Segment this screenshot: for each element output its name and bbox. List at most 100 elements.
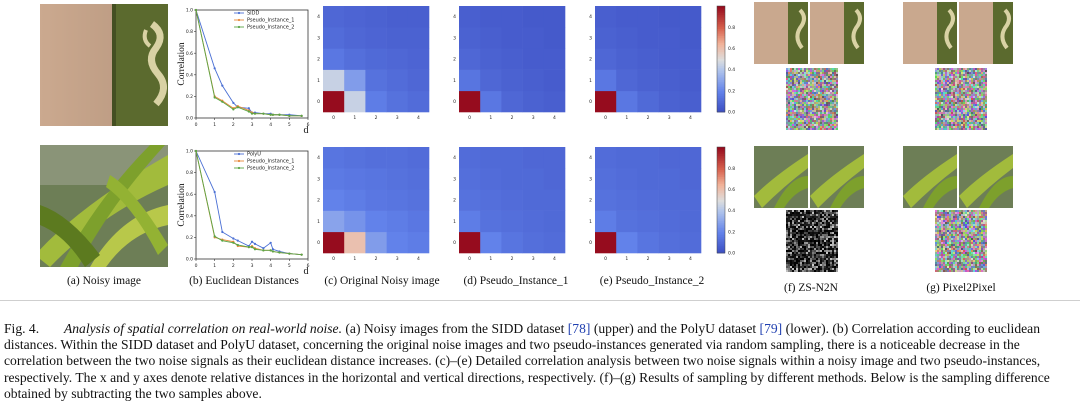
colorbar-segment — [717, 23, 725, 26]
heatmap-cell — [595, 231, 617, 254]
y-tick-label: 0.4 — [186, 213, 193, 219]
colorbar-segment — [717, 16, 725, 19]
y-tick-label: 0.2 — [186, 94, 193, 100]
colorbar-segment — [717, 96, 725, 99]
y-axis-label: Correlation — [177, 42, 187, 86]
heatmap-cell — [543, 147, 566, 169]
colorbar-segment — [717, 51, 725, 55]
heatmap-cell — [480, 6, 502, 28]
colorbar-segment — [717, 198, 725, 201]
colorbar-segment — [717, 46, 725, 49]
y-tick-label: 1 — [589, 78, 592, 84]
data-point — [288, 252, 291, 255]
heatmap-cell — [637, 210, 659, 233]
heatmap-cell — [365, 48, 387, 70]
y-tick-label: 4 — [317, 14, 320, 20]
polyu-noisy-image — [40, 145, 168, 267]
colorbar-segment — [717, 203, 725, 206]
colorbar-segment — [717, 171, 725, 174]
x-tick-label: 4 — [553, 115, 556, 121]
heatmap-cell — [501, 90, 523, 113]
heatmap-cell — [616, 6, 638, 28]
heatmap-cell — [386, 6, 409, 28]
x-tick-label: 2 — [375, 256, 378, 262]
y-tick-label: 1.0 — [186, 8, 193, 14]
heatmap-cell — [522, 90, 545, 113]
colorbar-segment — [717, 192, 725, 196]
heatmap-cell — [407, 210, 430, 233]
colorbar-segment — [717, 215, 725, 219]
colorbar-segment — [717, 76, 725, 79]
y-tick-label: 3 — [453, 176, 456, 182]
colorbar-segment — [717, 182, 725, 185]
colorbar-segment — [717, 64, 725, 67]
x-tick-label: 1 — [353, 115, 356, 121]
colorbar-segment — [717, 217, 725, 220]
heatmap-pseudo1-polyu: 0 1 2 3 4 0 1 2 3 4 — [453, 147, 566, 262]
zsn2n-difference-sidd — [786, 68, 838, 130]
colorbar-segment — [717, 180, 725, 183]
heatmap-cell — [386, 189, 409, 211]
colorbar-segment — [717, 224, 725, 227]
data-point — [300, 114, 303, 117]
zsn2n-difference-polyu — [786, 210, 838, 272]
colorbar-segment — [717, 240, 725, 243]
y-tick-label: 3 — [453, 35, 456, 41]
heatmap-cell — [323, 210, 345, 233]
heatmap-cell — [543, 90, 566, 113]
heatmap-cell — [616, 48, 638, 70]
data-point — [271, 113, 275, 116]
heatmap-cell — [501, 189, 523, 211]
heatmap-cell — [386, 168, 409, 190]
colorbar-segment — [717, 85, 725, 88]
y-tick-label: 2 — [589, 57, 592, 63]
y-tick-label: 0 — [453, 99, 456, 105]
heatmap-cell — [407, 6, 430, 28]
caption-ref-79[interactable]: [79] — [759, 321, 783, 336]
heatmap-cell — [344, 27, 366, 49]
zsn2n-sample-2-polyu — [810, 146, 864, 208]
heatmap-cell — [679, 90, 702, 113]
subfigure-c-label: (c) Original Noisy image — [324, 275, 440, 287]
colorbar-segment — [717, 201, 725, 204]
colorbar-segment — [717, 104, 725, 108]
colorbar-segment — [717, 159, 725, 162]
colorbar-segment — [717, 44, 725, 48]
x-tick-label: 3 — [396, 256, 399, 262]
colorbar-segment — [717, 32, 725, 35]
heatmap-original-sidd: 0 1 2 3 4 0 1 2 3 4 — [317, 6, 430, 121]
colorbar-segment — [717, 244, 725, 247]
colorbar-segment — [717, 168, 725, 171]
x-tick-label: 1 — [625, 115, 628, 121]
heatmap-cell — [323, 231, 345, 254]
colorbar-segment — [717, 175, 725, 178]
heatmap-cell — [501, 147, 523, 169]
heatmap-cell — [344, 6, 366, 28]
heatmap-cell — [365, 231, 387, 254]
colorbar-segment — [717, 99, 725, 102]
heatmap-cell — [543, 27, 566, 49]
caption-ref-78[interactable]: [78] — [567, 321, 591, 336]
colorbar-segment — [717, 53, 725, 56]
colorbar-segment — [717, 150, 725, 153]
data-point — [232, 108, 235, 111]
heatmap-cell — [616, 210, 638, 233]
series-line — [195, 150, 302, 256]
caption-text-2: (upper) and the PolyU dataset — [590, 321, 760, 336]
heatmap-cell — [323, 147, 345, 169]
x-tick-label: 3 — [668, 115, 671, 121]
colorbar-segment — [717, 67, 725, 70]
colorbar-segment — [717, 173, 725, 176]
colorbar-segment — [717, 43, 725, 46]
heatmap-cell — [658, 27, 681, 49]
data-point — [247, 110, 250, 113]
heatmap-cell — [459, 6, 481, 28]
y-tick-label: 0 — [453, 240, 456, 246]
colorbar-segment — [717, 238, 725, 242]
data-point — [213, 67, 216, 70]
heatmap-cell — [658, 6, 681, 28]
data-point — [262, 249, 265, 252]
heatmap-cell — [679, 147, 702, 169]
x-tick-label: 4 — [269, 122, 272, 128]
colorbar-segment — [717, 189, 725, 192]
